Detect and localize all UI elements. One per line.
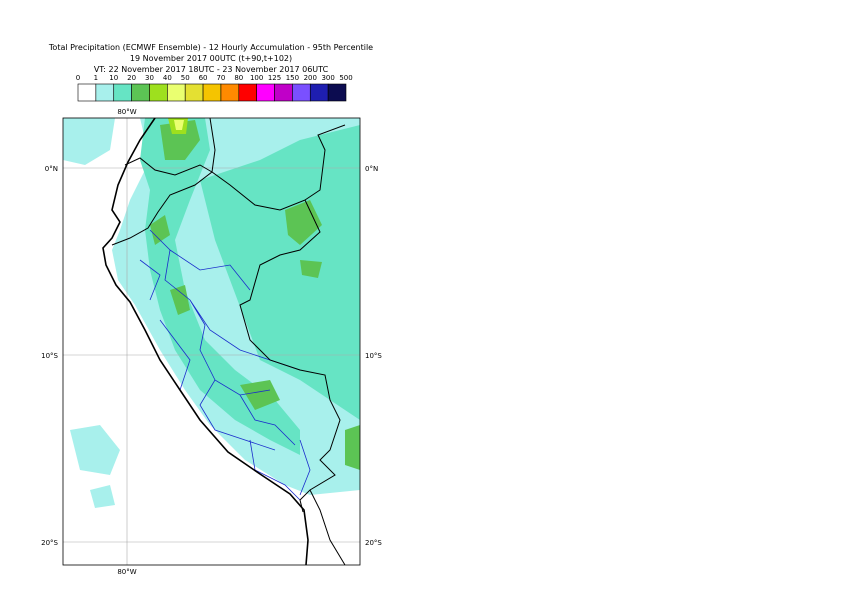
- precip-area: [150, 215, 170, 245]
- legend-swatch: [256, 83, 275, 102]
- legend-label: 20: [127, 74, 136, 82]
- lat-label: 0°N: [365, 165, 378, 173]
- map-frame: [62, 117, 361, 566]
- lat-label: 0°N: [45, 165, 58, 173]
- valid-time: VT: 22 November 2017 18UTC - 23 November…: [94, 65, 329, 74]
- legend-swatch: [131, 83, 150, 102]
- legend-swatch: [202, 83, 222, 102]
- precip-area: [174, 120, 184, 130]
- legend-label: 300: [321, 74, 334, 82]
- lat-label: 10°S: [41, 352, 58, 360]
- legend-label: 30: [145, 74, 154, 82]
- country-border: [111, 118, 346, 565]
- legend-label: 1: [94, 74, 98, 82]
- legend-swatch: [292, 83, 311, 102]
- lon-label: 80°W: [117, 568, 136, 576]
- legend-label: 50: [181, 74, 190, 82]
- base-time: 19 November 2017 00UTC (t+90,t+102): [130, 54, 292, 63]
- region-border: [139, 229, 311, 501]
- legend-label: 500: [339, 74, 352, 82]
- precip-area: [160, 120, 200, 160]
- legend-swatch: [113, 83, 132, 102]
- coastline: [102, 118, 309, 565]
- precip-area: [345, 425, 360, 470]
- legend-swatch: [184, 83, 204, 102]
- precip-area: [240, 380, 280, 410]
- legend-label: 125: [268, 74, 281, 82]
- precip-area: [200, 125, 360, 420]
- legend-label: 100: [250, 74, 263, 82]
- legend-swatch: [238, 83, 257, 102]
- legend: 0 1 10 20 30 40 50 60 70 80 100 125 150 200 300 500: [76, 74, 353, 102]
- legend-swatch: [327, 83, 347, 102]
- legend-label: 70: [216, 74, 225, 82]
- precip-area: [170, 285, 190, 315]
- precip-area: [140, 118, 300, 455]
- legend-swatch: [95, 83, 115, 102]
- lat-label: 10°S: [365, 352, 382, 360]
- legend-label: 60: [199, 74, 208, 82]
- legend-swatch: [149, 83, 168, 102]
- lon-label: 80°W: [117, 108, 136, 116]
- legend-swatch: [220, 83, 240, 102]
- precip-area: [90, 485, 115, 508]
- legend-label: 40: [163, 74, 172, 82]
- map: 80°W 80°W 0°N 0°N 10°S 10°S 20°S 20°S: [41, 108, 382, 576]
- lat-label: 20°S: [41, 539, 58, 547]
- legend-swatch: [167, 83, 186, 102]
- legend-label: 150: [286, 74, 299, 82]
- legend-swatch: [77, 83, 97, 102]
- legend-label: 200: [304, 74, 317, 82]
- lat-label: 20°S: [365, 539, 382, 547]
- legend-label: 10: [109, 74, 118, 82]
- legend-swatch: [309, 83, 329, 102]
- legend-swatch: [274, 83, 293, 102]
- precip-area: [300, 260, 322, 278]
- legend-label: 0: [76, 74, 80, 82]
- precip-area: [70, 425, 120, 475]
- title: Total Precipitation (ECMWF Ensemble) - 1…: [48, 43, 373, 52]
- precip-area: [63, 118, 115, 165]
- precip-area: [285, 200, 322, 245]
- legend-label: 80: [234, 74, 243, 82]
